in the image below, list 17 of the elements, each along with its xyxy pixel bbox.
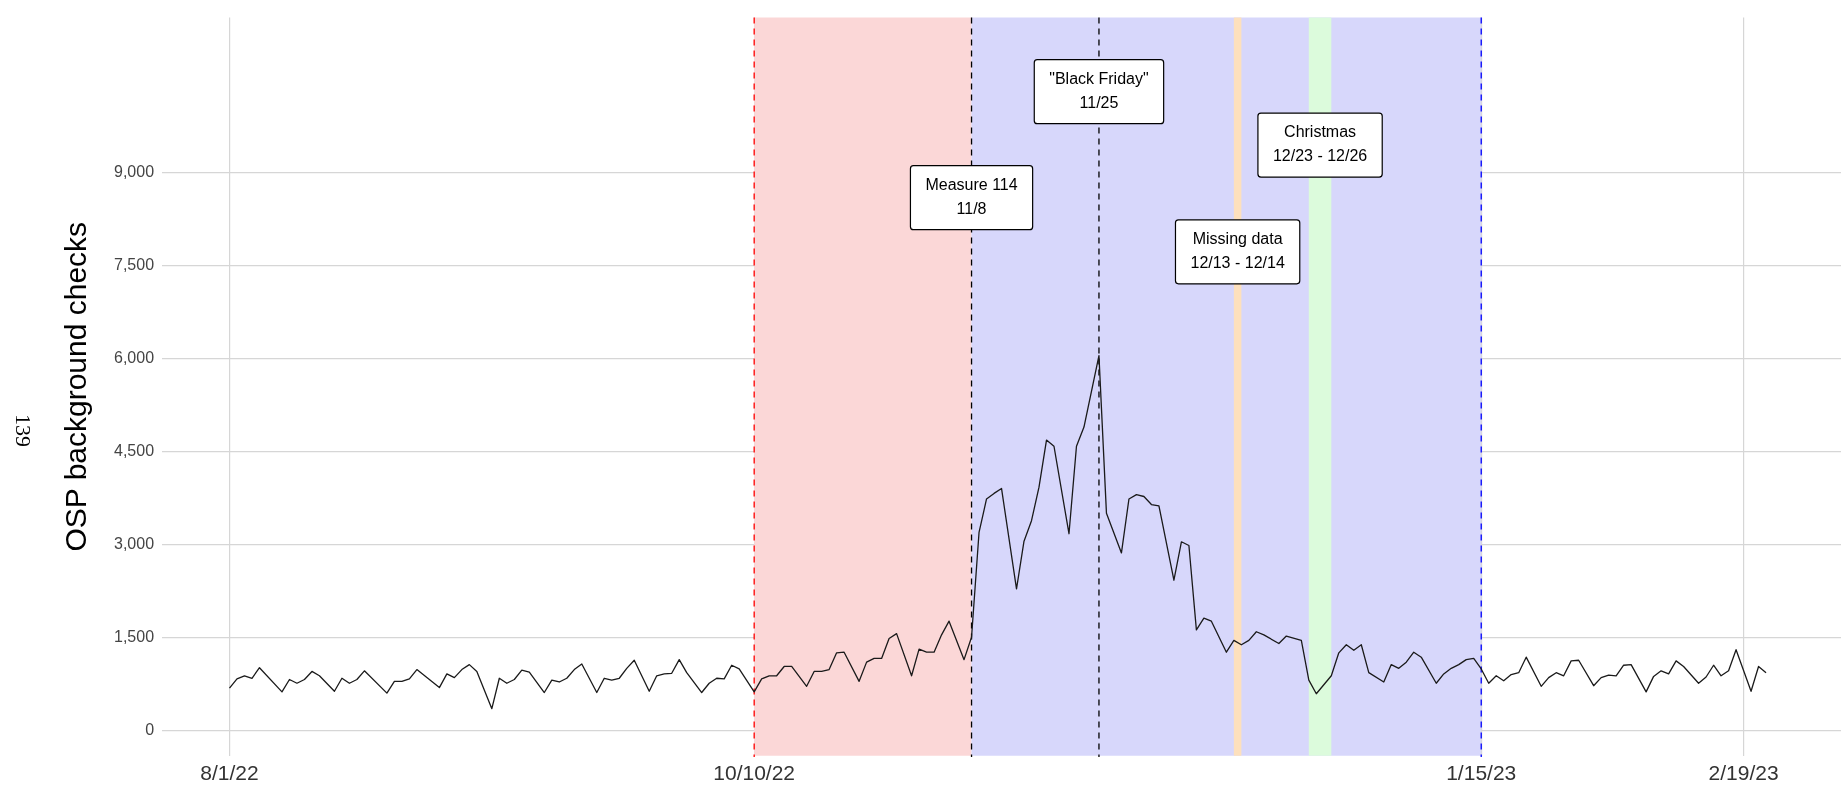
y-tick-label: 0	[145, 721, 155, 739]
y-tick-label: 4,500	[113, 442, 155, 460]
x-tick-label: 2/19/23	[1708, 761, 1779, 785]
y-tick-label: 9,000	[113, 163, 155, 181]
ref-line-label: Measure 114 11/8	[925, 176, 1018, 218]
y-axis-title: OSP background checks	[59, 221, 93, 552]
y-tick-label: 3,000	[113, 535, 155, 553]
y-tick-label: 7,500	[113, 256, 155, 274]
x-tick-label: 10/10/22	[713, 761, 796, 785]
x-tick-label: 8/1/22	[200, 761, 259, 785]
ref-line-label: "Black Friday" 11/25	[1049, 70, 1149, 112]
band-label: Christmas 12/23 - 12/26	[1272, 123, 1368, 165]
text: 139	[11, 413, 37, 447]
band-label: Missing data 12/13 - 12/14	[1190, 230, 1285, 272]
x-tick-label: 1/15/23	[1446, 761, 1517, 785]
y-tick-label: 6,000	[113, 349, 155, 367]
y-tick-label: 1,500	[113, 628, 155, 646]
